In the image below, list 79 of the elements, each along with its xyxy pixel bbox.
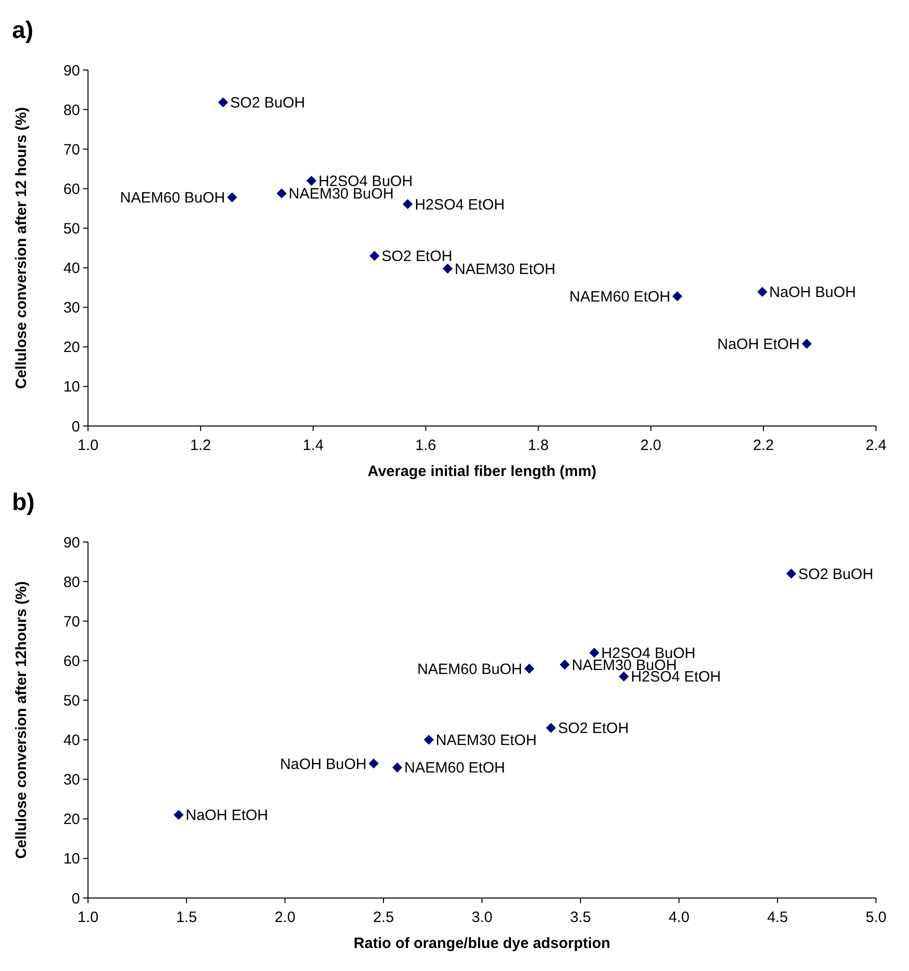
annotation: SO2 EtOH [558, 720, 629, 738]
y-tick-label: 90 [63, 62, 80, 80]
y-tick-label: 70 [63, 613, 80, 630]
y-axis-title: Cellulose conversion after 12hours (%) [13, 581, 30, 859]
point [424, 734, 434, 745]
x-tick-label: 4.0 [668, 909, 690, 926]
x-tick-label: 1.2 [190, 437, 211, 454]
y-tick-label: 60 [63, 652, 80, 670]
annotation: NaOH EtOH [717, 336, 800, 353]
point [402, 199, 413, 210]
point [369, 250, 380, 261]
y-tick-label: 60 [63, 180, 80, 198]
annotation: NAEM60 BuOH [417, 660, 522, 678]
y-tick-label: 50 [63, 692, 80, 710]
point [802, 338, 812, 349]
chart-title: b) [12, 489, 35, 516]
x-tick-label: 3.0 [472, 909, 492, 926]
y-tick-label: 30 [63, 772, 80, 789]
point [672, 291, 682, 302]
annotation: NaOH BuOH [280, 756, 367, 773]
x-tick-label: 1.0 [78, 437, 98, 454]
point [227, 192, 238, 202]
annotation: H2SO4 EtOH [414, 196, 505, 214]
y-tick-label: 40 [63, 260, 80, 278]
point [174, 810, 184, 820]
x-tick-label: 2.0 [640, 437, 662, 454]
point [786, 568, 796, 579]
point [368, 758, 379, 769]
annotation: NAEM60 BuOH [120, 190, 226, 207]
x-tick-label: 4.5 [767, 909, 788, 926]
x-tick-label: 1.6 [415, 437, 436, 454]
annotation: NAEM30 EtOH [454, 260, 556, 278]
annotation: NAEM60 EtOH [404, 760, 506, 777]
y-tick-label: 50 [63, 220, 80, 238]
y-tick-label: 80 [63, 102, 80, 119]
annotation: NAEM30 EtOH [436, 732, 537, 750]
y-tick-label: 90 [63, 534, 80, 552]
x-tick-label: 3.5 [570, 909, 591, 926]
x-tick-label: 2.5 [373, 909, 394, 926]
point [276, 188, 287, 198]
point [218, 97, 228, 108]
y-tick-label: 10 [63, 850, 80, 868]
x-tick-label: 2.4 [866, 437, 886, 454]
x-tick-label: 5.0 [866, 909, 886, 926]
x-tick-label: 1.5 [176, 909, 197, 926]
annotation: NAEM60 EtOH [569, 288, 670, 306]
y-tick-label: 70 [63, 141, 80, 158]
y-tick-label: 20 [63, 811, 80, 828]
point [546, 722, 556, 733]
x-tick-label: 1.0 [78, 909, 98, 926]
x-tick-label: 2.2 [753, 437, 774, 454]
point [618, 671, 629, 682]
x-tick-label: 1.4 [302, 437, 324, 454]
point [589, 648, 600, 658]
annotation: SO2 BuOH [798, 566, 874, 583]
y-tick-label: 20 [63, 339, 80, 356]
point [757, 286, 768, 297]
point [306, 176, 316, 186]
annotation: NaOH EtOH [186, 807, 268, 824]
x-axis-title: Average initial fiber length (mm) [368, 463, 596, 480]
y-tick-label: 0 [72, 890, 80, 908]
y-tick-label: 0 [72, 418, 80, 436]
y-axis-title: Cellulose conversion after 12 hours (%) [13, 107, 30, 389]
x-tick-label: 2.0 [274, 909, 296, 926]
annotation: NAEM30 BuOH [288, 186, 394, 203]
y-tick-label: 40 [63, 732, 80, 750]
x-axis-title: Ratio of orange/blue dye adsorption [354, 935, 610, 952]
point [442, 264, 453, 274]
point [560, 660, 570, 670]
annotation: SO2 BuOH [230, 94, 306, 112]
annotation: NaOH BuOH [769, 284, 856, 302]
point [392, 762, 402, 772]
y-tick-label: 30 [63, 300, 80, 317]
chart-title: a) [12, 17, 34, 44]
y-tick-label: 80 [63, 574, 80, 591]
x-tick-label: 1.8 [528, 437, 549, 454]
annotation: SO2 EtOH [381, 248, 452, 266]
y-tick-label: 10 [63, 378, 80, 396]
point [524, 664, 534, 674]
